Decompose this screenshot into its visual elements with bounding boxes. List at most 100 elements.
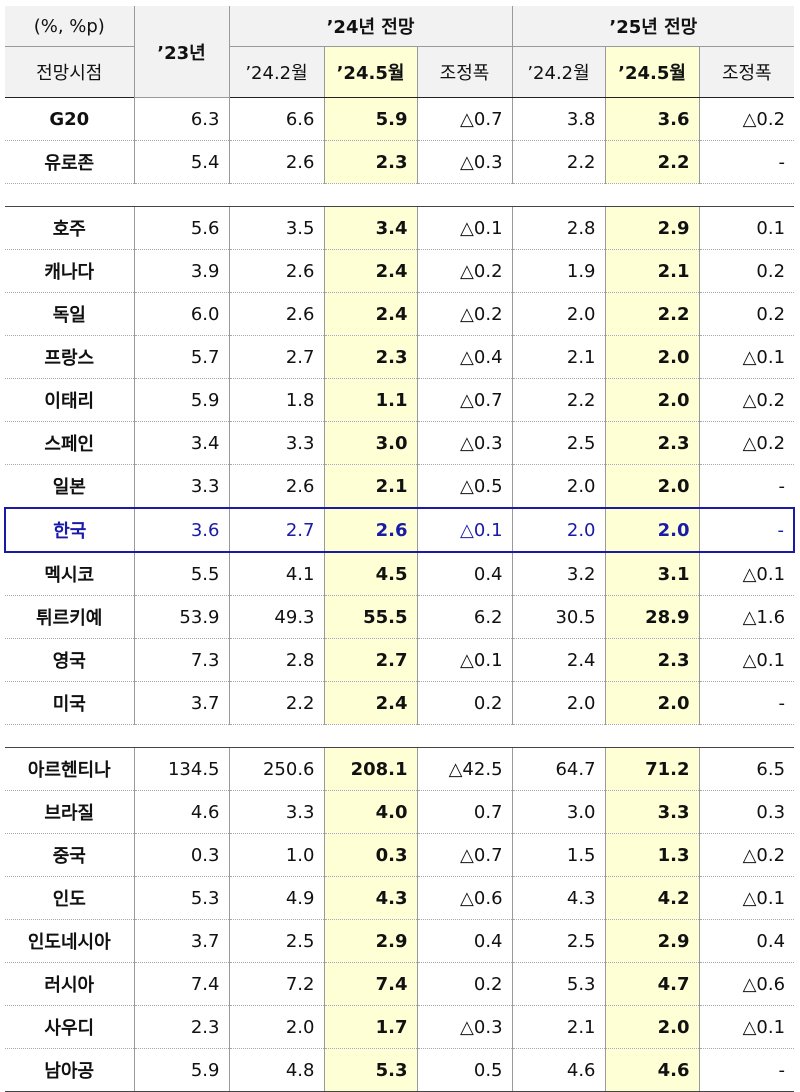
y24-adj-header: 조정폭 (416, 46, 513, 98)
y24-feb-value: 2.7 (228, 335, 324, 379)
country-name: 멕시코 (5, 552, 134, 596)
y24-feb-value: 4.8 (228, 1048, 324, 1092)
y25-adj-value: △0.2 (698, 421, 795, 465)
y25-feb-value: 30.5 (511, 595, 606, 639)
y24-adj-value: 0.2 (416, 681, 513, 725)
y24-adj-value: △0.3 (416, 421, 513, 465)
country-name: 유로존 (5, 140, 134, 184)
y24-feb-value: 2.6 (228, 140, 324, 184)
y25-adj-value: △0.6 (698, 962, 795, 1006)
y23-value: 5.4 (133, 140, 229, 184)
y25-may-value: 2.0 (604, 681, 700, 725)
y23-value: 7.3 (133, 638, 229, 682)
y24-may-value: 2.6 (323, 507, 417, 553)
y24-feb-value: 2.7 (228, 507, 324, 553)
country-name: 이태리 (5, 378, 134, 422)
y25-adj-value: 0.1 (698, 206, 795, 250)
y25-may-value: 1.3 (604, 833, 700, 877)
y24-adj-value: △0.2 (416, 292, 513, 336)
y25-may-value: 4.7 (604, 962, 700, 1006)
country-name: 러시아 (5, 962, 134, 1006)
table-row: 튀르키예 53.9 49.3 55.5 6.2 30.5 28.9 △1.6 (5, 595, 795, 639)
y24-feb-value: 2.6 (228, 249, 324, 293)
y24-adj-value: 0.4 (416, 552, 513, 596)
table-header: (%, %p) ’23년 ’24년 전망 ’25년 전망 전망시점 ’24.2월… (5, 6, 795, 98)
y24-adj-value: △0.7 (416, 833, 513, 877)
country-name: 영국 (5, 638, 134, 682)
y25-adj-value: - (698, 464, 795, 509)
y25-adj-header: 조정폭 (698, 46, 795, 98)
y24-adj-value: △0.3 (416, 140, 513, 184)
y25-may-value: 2.9 (604, 919, 700, 963)
country-name: 사우디 (5, 1005, 134, 1049)
y24-adj-value: 0.5 (416, 1048, 513, 1092)
y24-adj-value: △0.1 (416, 206, 513, 250)
y25-adj-value: △0.1 (698, 638, 795, 682)
country-name: 캐나다 (5, 249, 134, 293)
y25-adj-value: △0.2 (698, 97, 795, 141)
y24-feb-value: 6.6 (228, 97, 324, 141)
y23-value: 2.3 (133, 1005, 229, 1049)
y24-may-value: 4.3 (323, 876, 417, 920)
table-row: 사우디 2.3 2.0 1.7 △0.3 2.1 2.0 △0.1 (5, 1005, 795, 1049)
y24-adj-value: △0.1 (416, 507, 513, 553)
country-name: 남아공 (5, 1048, 134, 1092)
table-row: 중국 0.3 1.0 0.3 △0.7 1.5 1.3 △0.2 (5, 833, 795, 877)
y24-may-value: 2.7 (323, 638, 417, 682)
y25-feb-value: 4.6 (511, 1048, 606, 1092)
y25-feb-value: 2.4 (511, 638, 606, 682)
country-name: G20 (5, 97, 134, 141)
y25-adj-value: △0.2 (698, 378, 795, 422)
y25-adj-value: △0.1 (698, 1005, 795, 1049)
y24-feb-value: 49.3 (228, 595, 324, 639)
y25-adj-value: 0.2 (698, 249, 795, 293)
y24-group-header: ’24년 전망 (228, 6, 513, 47)
y24-feb-value: 4.9 (228, 876, 324, 920)
country-name: 스페인 (5, 421, 134, 465)
y23-value: 5.7 (133, 335, 229, 379)
y25-may-value: 3.6 (604, 97, 700, 141)
y23-value: 5.9 (133, 378, 229, 422)
y25-feb-value: 2.8 (511, 206, 606, 250)
y25-adj-value: - (698, 681, 795, 725)
country-name: 아르헨티나 (5, 747, 134, 791)
y25-may-value: 2.0 (604, 464, 700, 509)
y23-value: 3.3 (133, 464, 229, 509)
y24-adj-value: △0.7 (416, 378, 513, 422)
table-row: 유로존 5.4 2.6 2.3 △0.3 2.2 2.2- (5, 140, 795, 184)
y25-may-value: 2.0 (604, 335, 700, 379)
y25-adj-value: 0.2 (698, 292, 795, 336)
y24-adj-value: 6.2 (416, 595, 513, 639)
y25-may-value: 2.0 (604, 1005, 700, 1049)
country-name: 튀르키예 (5, 595, 134, 639)
y25-may-value: 3.1 (604, 552, 700, 596)
y24-adj-value: △0.6 (416, 876, 513, 920)
y24-adj-value: △42.5 (416, 747, 513, 791)
y24-feb-value: 1.0 (228, 833, 324, 877)
y24-may-value: 208.1 (323, 747, 417, 791)
y24-adj-value: △0.5 (416, 464, 513, 509)
y23-value: 3.4 (133, 421, 229, 465)
y24-may-value: 2.3 (323, 335, 417, 379)
inflation-forecast-table: (%, %p) ’23년 ’24년 전망 ’25년 전망 전망시점 ’24.2월… (4, 6, 796, 1092)
y25-may-value: 2.9 (604, 206, 700, 250)
y25-adj-value: - (698, 1048, 795, 1092)
y25-feb-value: 64.7 (511, 747, 606, 791)
y25-feb-value: 3.0 (511, 790, 606, 834)
y24-may-value: 7.4 (323, 962, 417, 1006)
table-row: 스페인 3.4 3.3 3.0 △0.3 2.5 2.3 △0.2 (5, 421, 795, 465)
y24-may-value: 2.4 (323, 292, 417, 336)
y24-may-value: 2.4 (323, 681, 417, 725)
y23-value: 5.6 (133, 206, 229, 250)
y25-feb-value: 2.2 (511, 378, 606, 422)
y24-adj-value: △0.4 (416, 335, 513, 379)
y24-may-value: 2.3 (323, 140, 417, 184)
y25-adj-value: 0.4 (698, 919, 795, 963)
y24-feb-value: 2.2 (228, 681, 324, 725)
y25-feb-value: 3.2 (511, 552, 606, 596)
y25-may-value: 71.2 (604, 747, 700, 791)
y25-feb-value: 5.3 (511, 962, 606, 1006)
y24-feb-value: 2.0 (228, 1005, 324, 1049)
y24-may-value: 2.1 (323, 464, 417, 509)
y23-value: 5.5 (133, 552, 229, 596)
